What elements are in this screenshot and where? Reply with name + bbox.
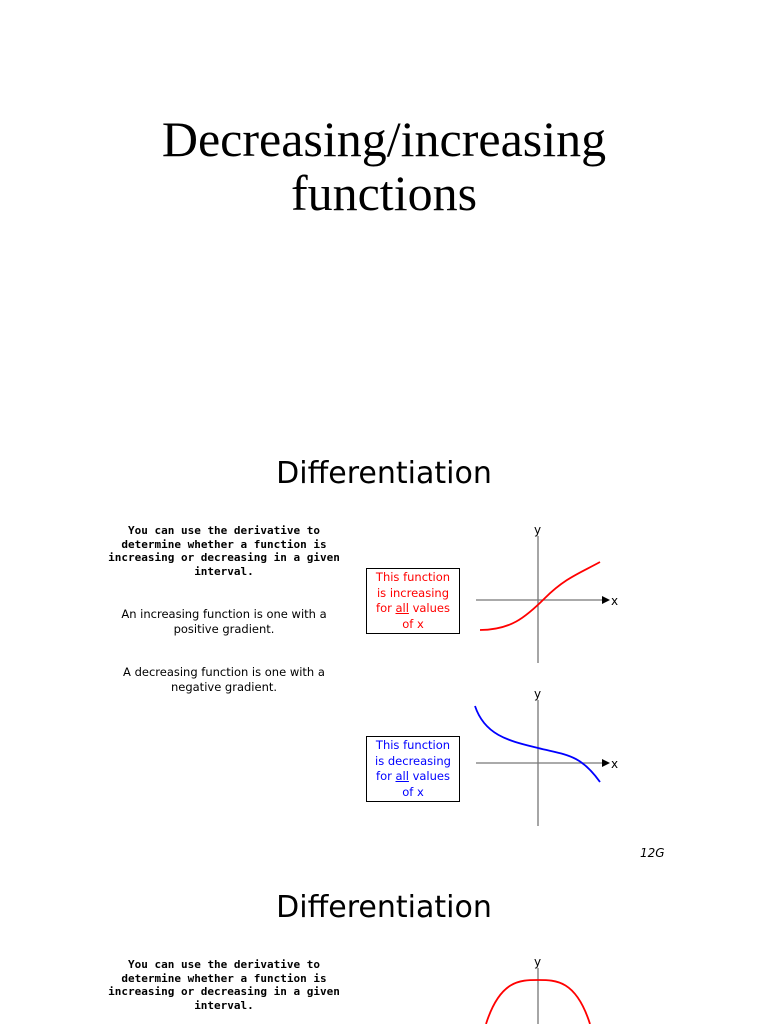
x-axis-arrow-icon — [602, 596, 610, 604]
page-title: Decreasing/increasing functions — [0, 112, 768, 220]
increasing-definition: An increasing function is one with a pos… — [121, 607, 327, 636]
parabola-curve — [485, 979, 591, 1024]
callout-line: This function — [375, 570, 451, 584]
callout-for: for — [376, 769, 396, 783]
x-axis-label: x — [611, 594, 618, 608]
callout-values: values — [408, 601, 450, 615]
callout-all: all — [395, 601, 409, 615]
title-line-1: Decreasing/increasing — [161, 111, 607, 167]
callout-line: of x — [402, 784, 424, 799]
increasing-function-graph: y x — [476, 523, 618, 663]
y-axis-label: y — [534, 955, 541, 969]
decreasing-callout: This function is decreasing for all valu… — [366, 736, 460, 802]
slide2-intro-text: You can use the derivative to determine … — [108, 958, 340, 1012]
callout-line: of x — [402, 616, 424, 631]
callout-line: This function — [375, 738, 451, 752]
page-number: 12G — [640, 846, 665, 860]
decreasing-definition: A decreasing function is one with a nega… — [123, 665, 325, 694]
y-axis-label: y — [534, 523, 541, 537]
callout-line: is increasing — [376, 585, 450, 600]
callout-all: all — [395, 769, 409, 783]
increasing-callout: This function is increasing for all valu… — [366, 568, 460, 634]
decreasing-curve — [474, 705, 601, 783]
slide2-heading: Differentiation — [276, 890, 492, 925]
callout-for: for — [376, 601, 396, 615]
x-axis-arrow-icon — [602, 759, 610, 767]
slide1-intro-text: You can use the derivative to determine … — [108, 524, 340, 578]
parabola-graph: y — [485, 955, 591, 1024]
decreasing-function-graph: y x — [474, 687, 618, 826]
title-line-2: functions — [290, 165, 478, 221]
slide1-heading: Differentiation — [276, 456, 492, 491]
x-axis-label: x — [611, 757, 618, 771]
callout-line: for all values — [367, 769, 459, 785]
y-axis-label: y — [534, 687, 541, 701]
callout-line: is decreasing — [375, 753, 451, 768]
callout-line: for all values — [367, 601, 459, 617]
increasing-curve — [479, 561, 601, 631]
callout-values: values — [408, 769, 450, 783]
